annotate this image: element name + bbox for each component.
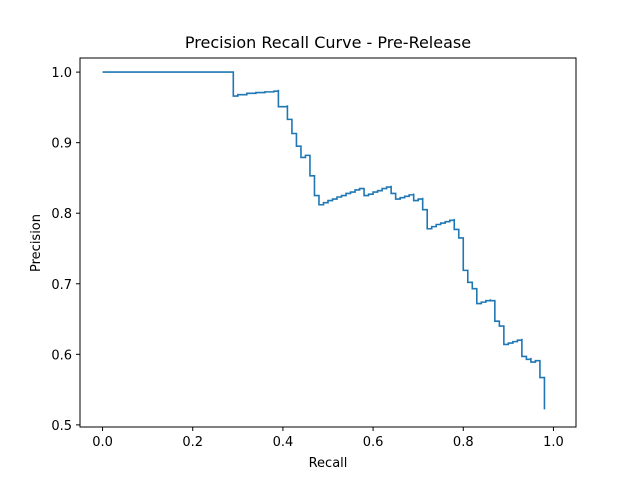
y-tick-label: 0.5 bbox=[51, 419, 72, 434]
x-tick-label: 0.0 bbox=[92, 435, 113, 450]
x-tick-label: 0.4 bbox=[273, 435, 294, 450]
x-tick-label: 0.6 bbox=[363, 435, 384, 450]
y-tick-label: 0.6 bbox=[51, 348, 72, 363]
y-tick-label: 0.8 bbox=[51, 207, 72, 222]
x-axis-title: Recall bbox=[309, 456, 348, 471]
y-axis: 0.5 0.6 0.7 0.8 0.9 1.0 bbox=[51, 66, 80, 434]
chart-title: Precision Recall Curve - Pre-Release bbox=[185, 33, 471, 52]
plot-area bbox=[102, 71, 546, 410]
y-axis-title: Precision bbox=[29, 214, 44, 272]
plot-frame bbox=[79, 57, 577, 428]
x-tick-label: 1.0 bbox=[543, 435, 564, 450]
series-line bbox=[102, 71, 546, 410]
y-tick-label: 0.9 bbox=[51, 137, 72, 152]
y-tick-label: 1.0 bbox=[51, 66, 72, 81]
y-tick-label: 0.7 bbox=[51, 278, 72, 293]
x-tick-label: 0.8 bbox=[453, 435, 474, 450]
x-axis: 0.0 0.2 0.4 0.6 0.8 1.0 bbox=[92, 427, 564, 450]
x-tick-label: 0.2 bbox=[182, 435, 203, 450]
